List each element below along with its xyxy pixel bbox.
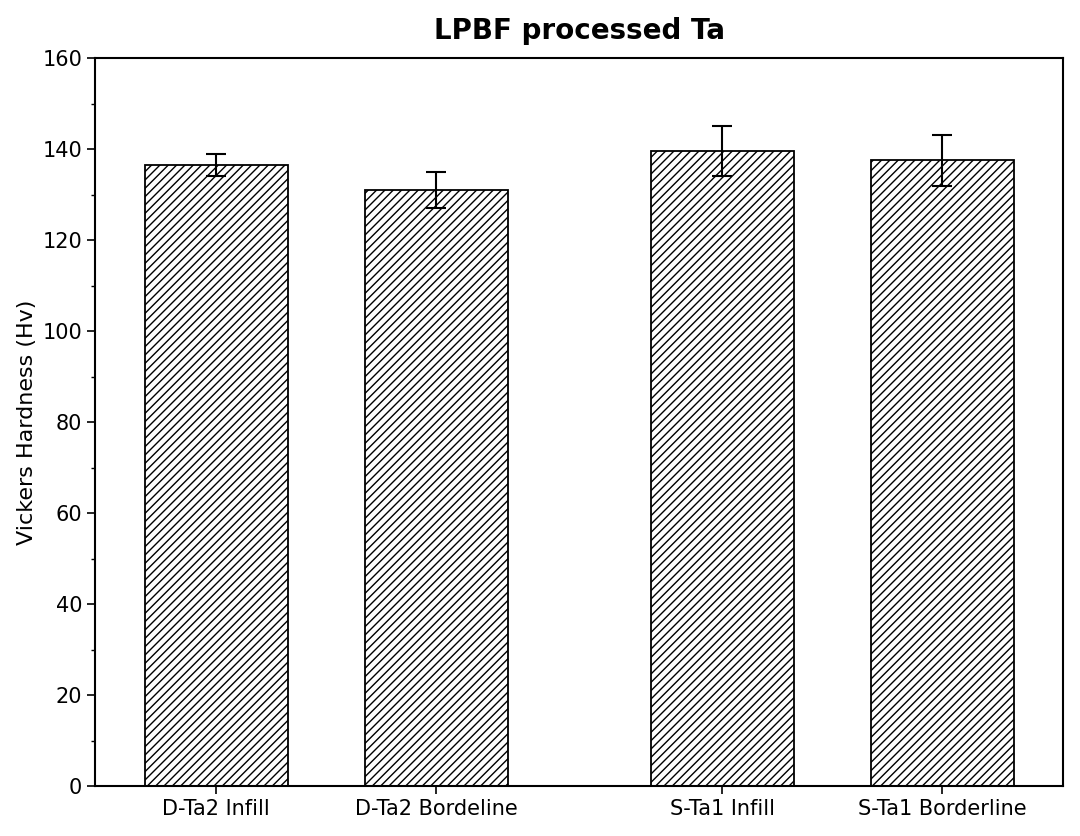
Bar: [365, 190, 508, 786]
Bar: [651, 151, 794, 786]
Y-axis label: Vickers Hardness (Hv): Vickers Hardness (Hv): [16, 299, 37, 545]
Title: LPBF processed Ta: LPBF processed Ta: [434, 17, 725, 44]
Bar: [145, 165, 287, 786]
Bar: [870, 161, 1014, 786]
